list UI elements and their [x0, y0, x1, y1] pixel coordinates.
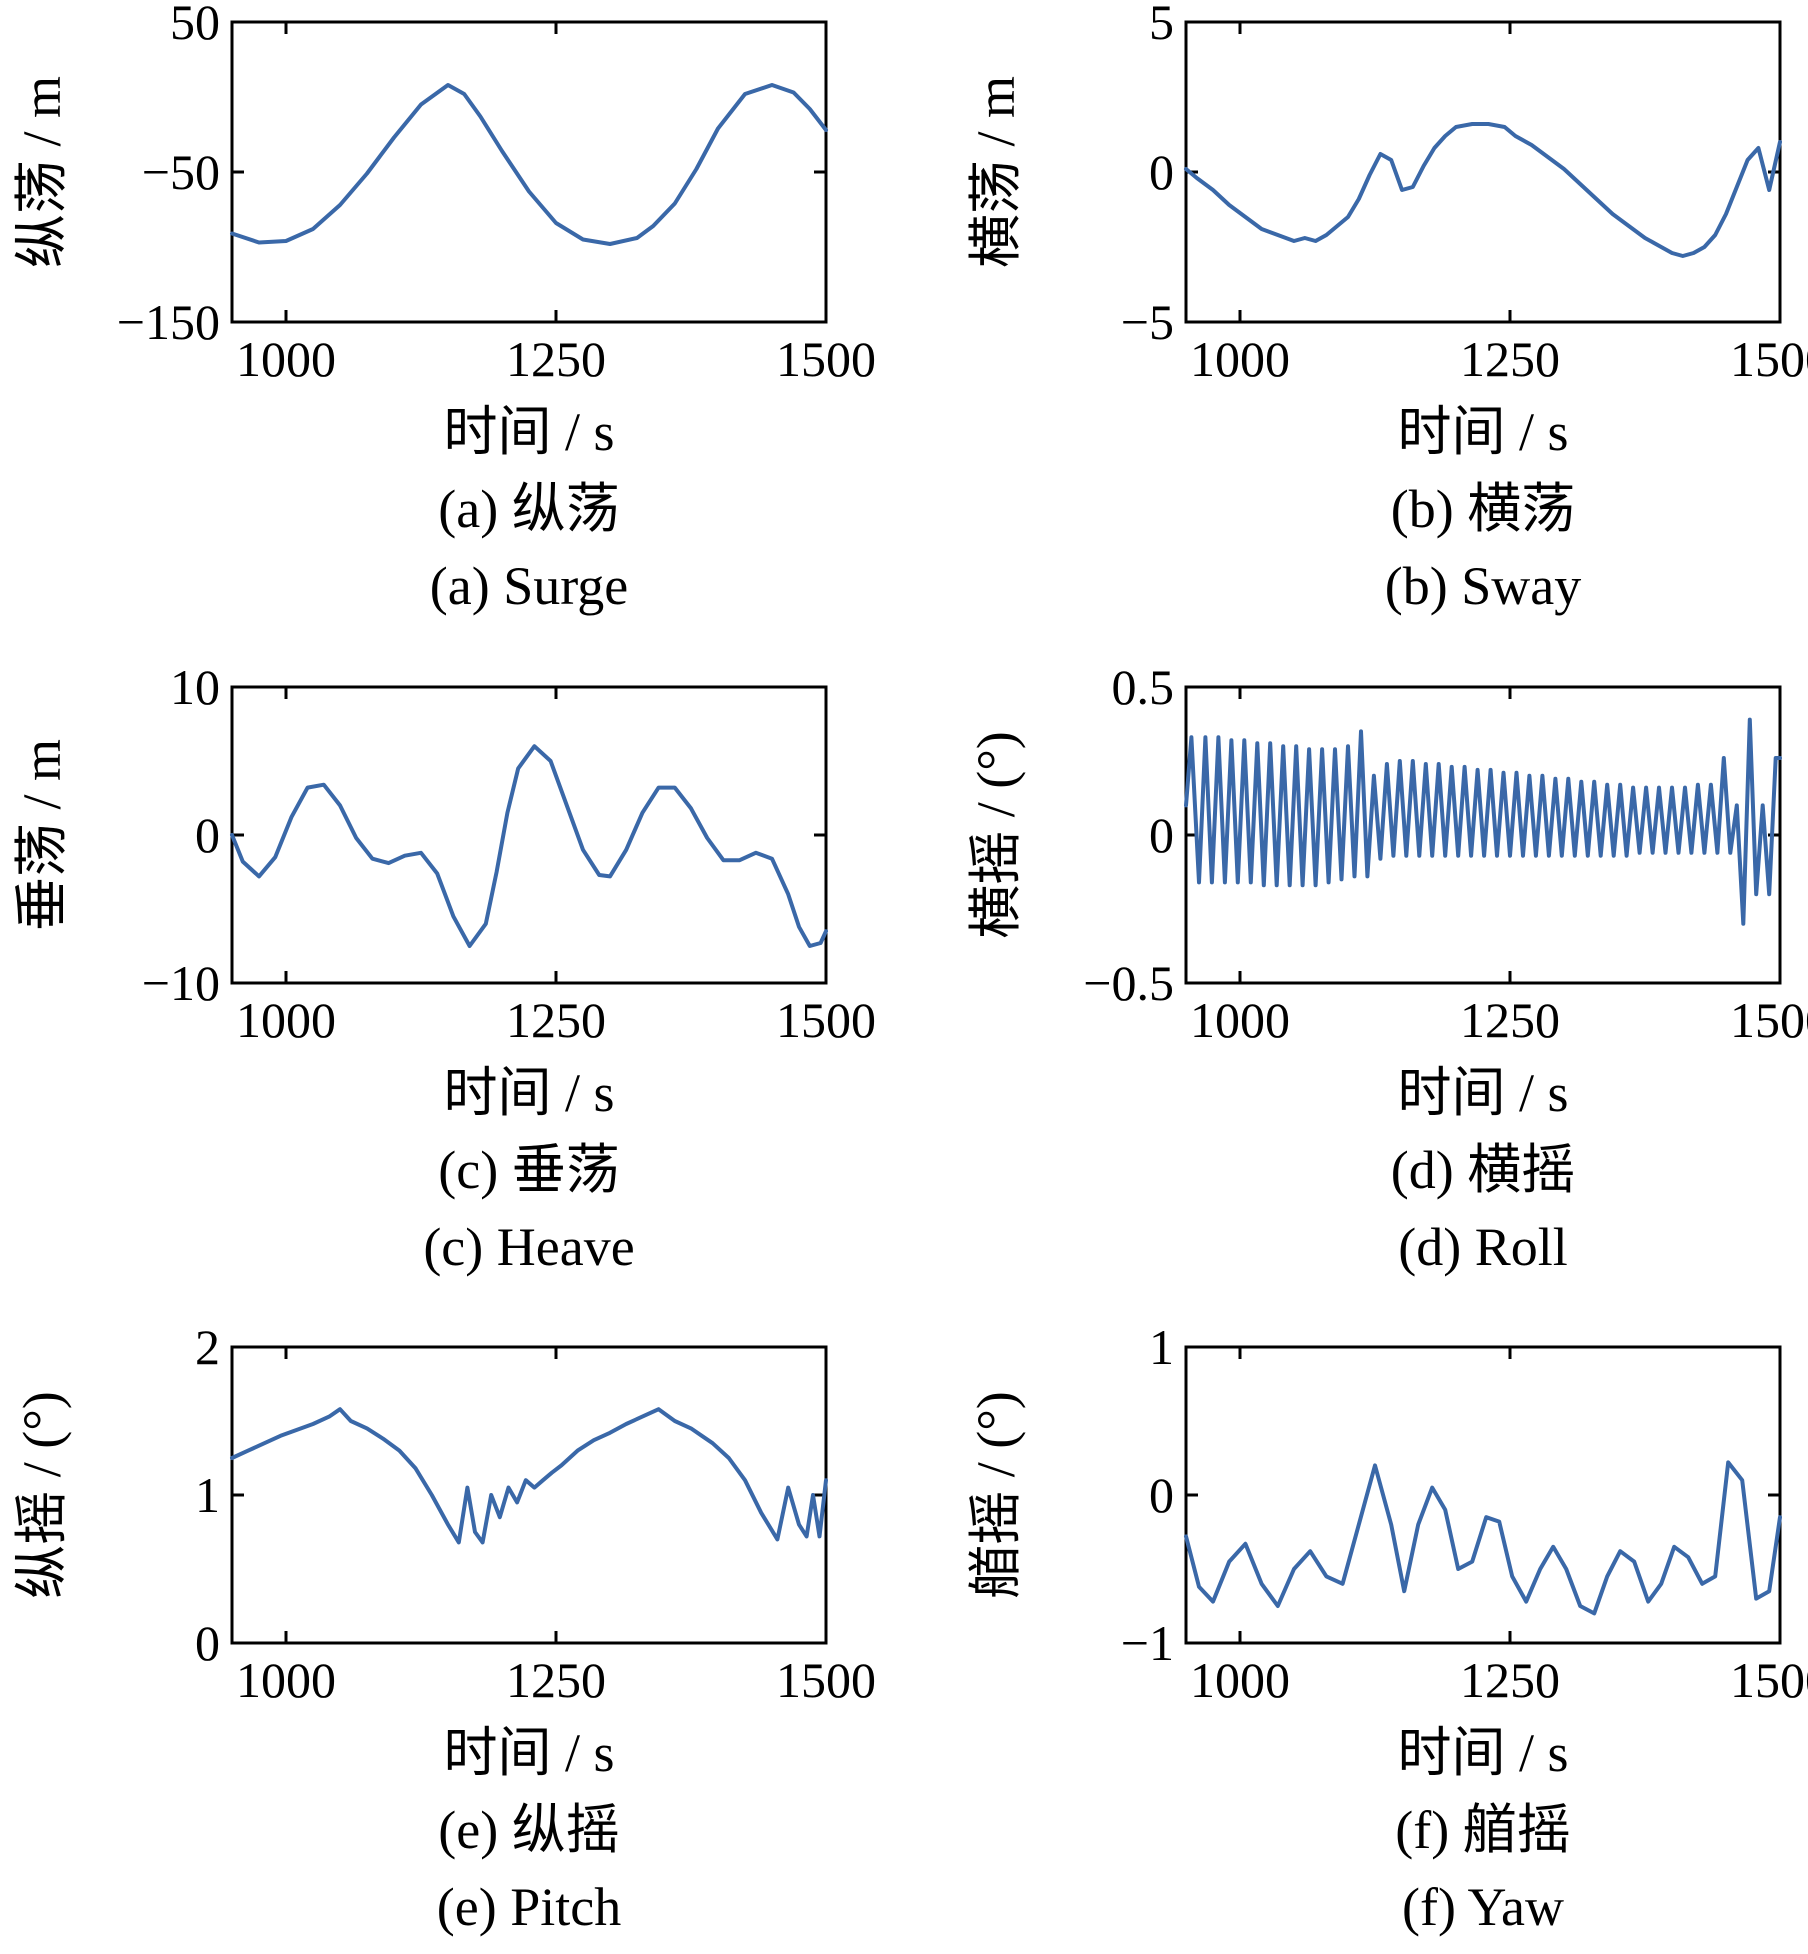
caption-en-e: (e) Pitch: [437, 1877, 621, 1937]
x-tick-label-f-2: 1500: [1730, 1652, 1808, 1708]
series-line-a-0: [230, 83, 828, 246]
caption-cn-d: (d) 横摇: [1391, 1140, 1575, 1200]
x-axis-label-a: 时间 / s: [443, 402, 614, 462]
plot-frame-f: [1184, 1345, 1782, 1645]
y-tick-label-d-0: −0.5: [1083, 955, 1174, 1011]
y-axis-label-c: 垂荡 / m: [12, 739, 72, 931]
series-line-e-0: [230, 1407, 828, 1545]
y-tick-label-a-2: 50: [170, 0, 220, 50]
plot-frame-e: [230, 1345, 828, 1645]
x-axis-label-e: 时间 / s: [443, 1723, 614, 1783]
caption-en-f: (f) Yaw: [1402, 1877, 1564, 1937]
y-tick-label-b-1: 0: [1149, 144, 1174, 200]
series-line-d-0: [1184, 717, 1782, 926]
series-line-b-0: [1184, 122, 1782, 258]
x-axis-label-d: 时间 / s: [1397, 1063, 1568, 1123]
x-axis-label-b: 时间 / s: [1397, 402, 1568, 462]
y-axis-label-a: 纵荡 / m: [12, 76, 72, 268]
x-tick-label-b-0: 1000: [1190, 331, 1290, 387]
x-tick-label-a-1: 1250: [506, 331, 606, 387]
y-tick-label-f-0: −1: [1121, 1615, 1174, 1671]
y-tick-label-d-1: 0: [1149, 807, 1174, 863]
x-tick-label-c-2: 1500: [776, 992, 876, 1048]
x-tick-label-c-0: 1000: [236, 992, 336, 1048]
y-tick-label-c-1: 0: [195, 807, 220, 863]
y-tick-label-e-1: 1: [195, 1467, 220, 1523]
y-tick-label-c-0: −10: [142, 955, 220, 1011]
x-tick-label-b-1: 1250: [1460, 331, 1560, 387]
x-tick-label-f-1: 1250: [1460, 1652, 1560, 1708]
x-tick-label-d-2: 1500: [1730, 992, 1808, 1048]
x-tick-label-a-2: 1500: [776, 331, 876, 387]
y-axis-label-e: 纵摇 / (°): [12, 1391, 72, 1599]
series-line-f-0: [1184, 1460, 1782, 1616]
caption-cn-a: (a) 纵荡: [438, 479, 619, 539]
x-tick-label-e-1: 1250: [506, 1652, 606, 1708]
caption-cn-f: (f) 艏摇: [1395, 1800, 1570, 1860]
y-tick-label-b-2: 5: [1149, 0, 1174, 50]
x-axis-label-f: 时间 / s: [1397, 1723, 1568, 1783]
plot-frame-b: [1184, 20, 1782, 324]
x-tick-label-e-0: 1000: [236, 1652, 336, 1708]
y-tick-label-b-0: −5: [1121, 294, 1174, 350]
plot-frame-a: [230, 20, 828, 324]
series-line-c-0: [230, 744, 828, 948]
y-tick-label-a-0: −150: [117, 294, 220, 350]
y-axis-label-d: 横摇 / (°): [966, 731, 1026, 939]
x-axis-label-c: 时间 / s: [443, 1063, 614, 1123]
caption-en-b: (b) Sway: [1385, 556, 1581, 616]
y-tick-label-e-0: 0: [195, 1615, 220, 1671]
x-tick-label-b-2: 1500: [1730, 331, 1808, 387]
x-tick-label-a-0: 1000: [236, 331, 336, 387]
y-tick-label-e-2: 2: [195, 1319, 220, 1375]
y-axis-label-f: 艏摇 / (°): [966, 1391, 1026, 1599]
caption-cn-e: (e) 纵摇: [438, 1800, 619, 1860]
caption-en-d: (d) Roll: [1398, 1217, 1568, 1277]
caption-en-a: (a) Surge: [430, 556, 628, 616]
caption-cn-c: (c) 垂荡: [438, 1140, 619, 1200]
y-tick-label-a-1: −50: [142, 144, 220, 200]
y-axis-label-b: 横荡 / m: [966, 76, 1026, 268]
x-tick-label-c-1: 1250: [506, 992, 606, 1048]
y-tick-label-f-2: 1: [1149, 1319, 1174, 1375]
y-tick-label-d-2: 0.5: [1112, 659, 1175, 715]
plot-frame-c: [230, 685, 828, 985]
caption-en-c: (c) Heave: [423, 1217, 634, 1277]
x-tick-label-f-0: 1000: [1190, 1652, 1290, 1708]
x-tick-label-d-0: 1000: [1190, 992, 1290, 1048]
y-tick-label-f-1: 0: [1149, 1467, 1174, 1523]
x-tick-label-e-2: 1500: [776, 1652, 876, 1708]
caption-cn-b: (b) 横荡: [1391, 479, 1575, 539]
y-tick-label-c-2: 10: [170, 659, 220, 715]
x-tick-label-d-1: 1250: [1460, 992, 1560, 1048]
